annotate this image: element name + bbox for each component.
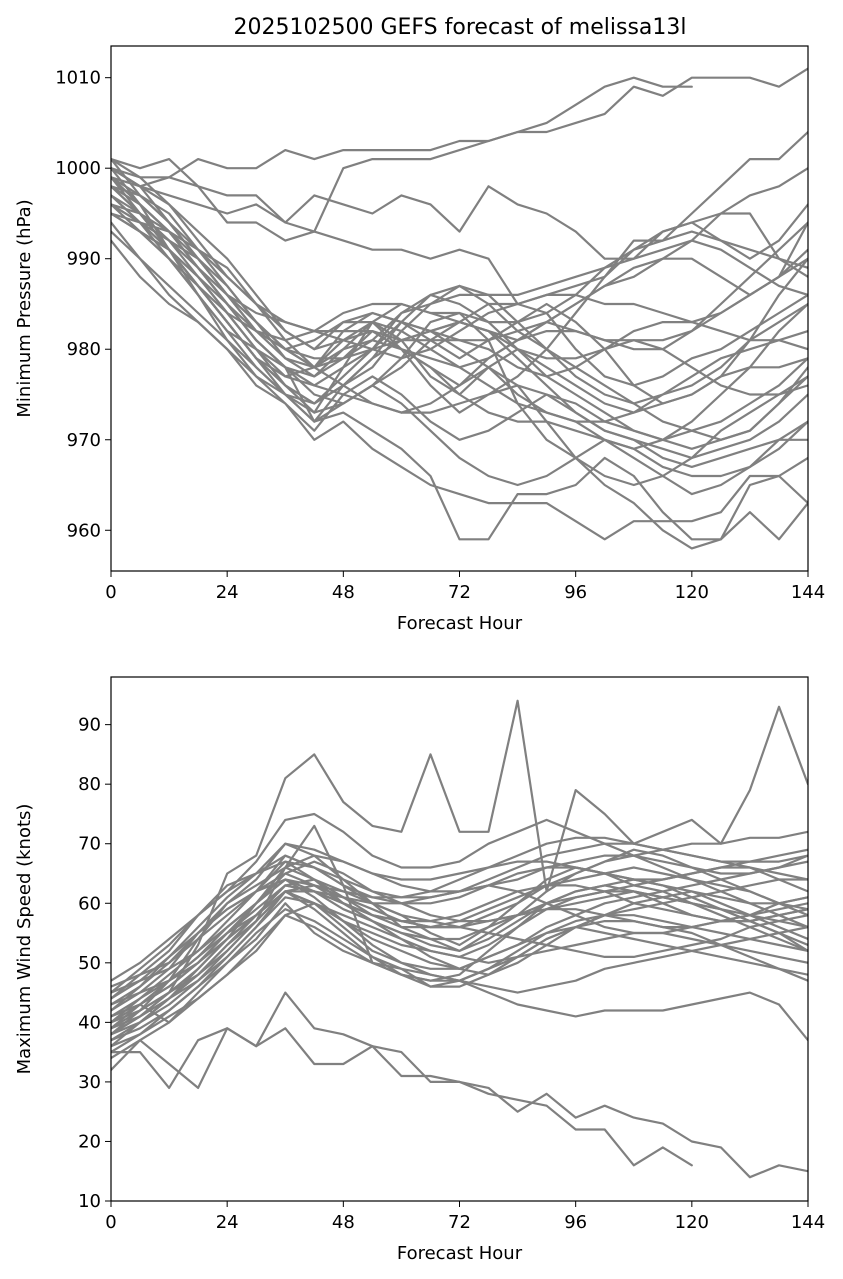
pressure-y-tick-label: 1000 <box>55 158 101 179</box>
wind-series-line-m30 <box>111 878 808 994</box>
pressure-x-tick-label: 24 <box>216 582 239 603</box>
pressure-x-axis-label: Forecast Hour <box>397 613 523 634</box>
wind-series-line-m25 <box>111 896 808 1054</box>
wind-series-group <box>111 699 808 1179</box>
pressure-series-line-m28 <box>111 185 808 405</box>
pressure-y-axis-label: Minimum Pressure (hPa) <box>14 199 35 417</box>
wind-y-tick-label: 10 <box>78 1191 101 1212</box>
pressure-series-line-m01 <box>111 158 808 278</box>
pressure-x-tick-label: 48 <box>332 582 355 603</box>
pressure-x-tick-label: 0 <box>105 582 116 603</box>
wind-y-tick-label: 60 <box>78 893 101 914</box>
pressure-x-tick-label: 96 <box>564 582 587 603</box>
wind-y-tick-label: 20 <box>78 1131 101 1152</box>
pressure-x-tick-label: 144 <box>791 582 825 603</box>
pressure-series-group <box>111 67 808 550</box>
wind-series-line-m27 <box>111 890 808 1036</box>
wind-y-axis-label: Maximum Wind Speed (knots) <box>14 804 35 1075</box>
pressure-x-tick-label: 72 <box>448 582 471 603</box>
wind-y-tick-label: 80 <box>78 774 101 795</box>
pressure-panel: 0 24 48 72 96 120 144 960 970 980 990 1000 1010 Forec… <box>14 45 825 634</box>
chart-title: 2025102500 GEFS forecast of melissa13l <box>234 15 687 40</box>
pressure-series-line-m14 <box>111 239 808 541</box>
wind-series-line-m16 <box>111 854 808 982</box>
pressure-x-tick-label: 120 <box>675 582 709 603</box>
pressure-series-line-m27 <box>111 176 808 468</box>
wind-panel: 0 24 48 72 96 120 144 10 20 30 40 50 60 70 80 90 Forecas… <box>14 676 825 1264</box>
wind-x-tick-label: 48 <box>332 1212 355 1233</box>
wind-y-tick-label: 50 <box>78 953 101 974</box>
wind-y-tick-label: 30 <box>78 1072 101 1093</box>
pressure-series-line-m30 <box>111 158 808 396</box>
wind-x-tick-label: 144 <box>791 1212 825 1233</box>
wind-x-tick-label: 96 <box>564 1212 587 1233</box>
wind-series-line-m02 <box>111 991 808 1179</box>
wind-x-tick-label: 120 <box>675 1212 709 1233</box>
wind-series-line-m19 <box>111 842 808 1012</box>
wind-series-line-m01 <box>111 699 808 1036</box>
wind-series-line-m29 <box>111 878 808 1060</box>
pressure-y-tick-label: 960 <box>67 520 101 541</box>
pressure-y-tick-label: 990 <box>67 249 101 270</box>
pressure-series-line-m02 <box>111 76 693 179</box>
pressure-y-tick-label: 970 <box>67 430 101 451</box>
pressure-series-line-m31 <box>111 212 808 414</box>
pressure-series-line-m20 <box>111 203 808 441</box>
wind-x-tick-label: 0 <box>105 1212 116 1233</box>
wind-y-tick-label: 40 <box>78 1012 101 1033</box>
wind-y-tick-label: 70 <box>78 834 101 855</box>
wind-series-line-m03 <box>111 1027 693 1167</box>
pressure-y-tick-label: 1010 <box>55 68 101 89</box>
pressure-series-line-m03 <box>111 67 808 233</box>
pressure-series-line-m29 <box>111 203 808 423</box>
wind-series-line-m28 <box>111 836 808 1018</box>
wind-x-tick-label: 72 <box>448 1212 471 1233</box>
pressure-series-line-m04 <box>111 130 808 306</box>
wind-series-line-m31 <box>111 884 808 1030</box>
wind-y-tick-label: 90 <box>78 715 101 736</box>
pressure-y-tick-label: 980 <box>67 339 101 360</box>
wind-x-axis-label: Forecast Hour <box>397 1243 523 1264</box>
wind-x-tick-label: 24 <box>216 1212 239 1233</box>
